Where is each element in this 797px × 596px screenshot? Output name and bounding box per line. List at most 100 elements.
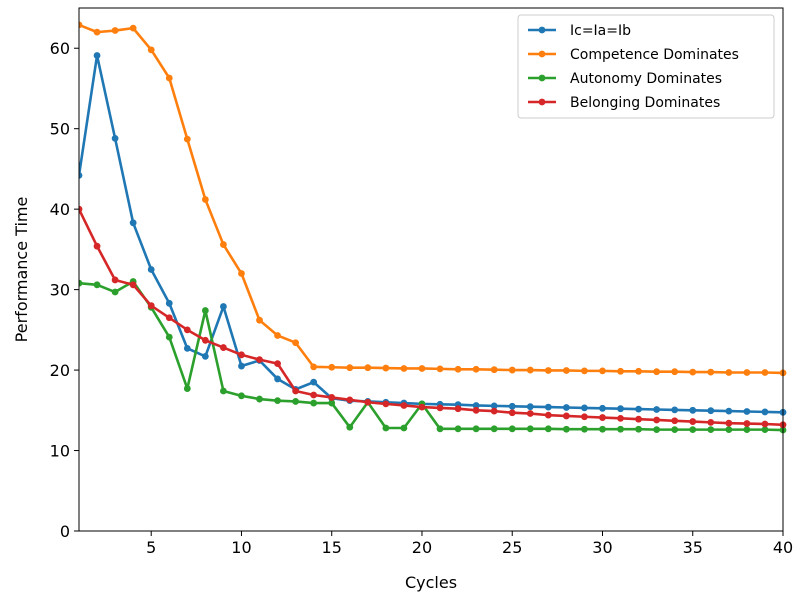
data-point xyxy=(274,332,281,339)
data-point xyxy=(310,363,318,371)
series-1 xyxy=(79,21,787,377)
data-point xyxy=(364,364,372,372)
data-point xyxy=(581,404,588,412)
data-point xyxy=(508,402,516,410)
data-point xyxy=(238,270,245,277)
data-point xyxy=(382,364,390,372)
x-axis: 5 10 15 20 25 30 35 40 xyxy=(146,531,793,557)
data-point xyxy=(292,387,300,395)
data-point xyxy=(526,366,534,374)
x-tick-label: 20 xyxy=(412,538,432,557)
plot-area-frame xyxy=(78,7,784,532)
data-point xyxy=(725,369,733,376)
legend-swatch-marker xyxy=(538,50,546,58)
data-point xyxy=(436,404,444,412)
data-point xyxy=(274,397,281,405)
data-point xyxy=(274,375,281,383)
y-axis-label: Performance Time xyxy=(12,197,31,343)
y-tick-label: 30 xyxy=(50,281,70,300)
data-point xyxy=(743,426,751,434)
data-point xyxy=(581,413,588,421)
data-point xyxy=(544,367,552,374)
data-point xyxy=(472,365,480,373)
data-point xyxy=(508,366,516,374)
legend-swatch-marker xyxy=(538,74,546,82)
x-tick-label: 40 xyxy=(773,538,793,557)
data-point xyxy=(183,344,191,352)
data-point xyxy=(310,391,318,399)
data-point xyxy=(346,423,354,431)
data-point xyxy=(490,402,498,410)
data-point xyxy=(79,205,83,213)
y-tick-label: 0 xyxy=(60,522,70,541)
data-point xyxy=(129,24,137,32)
y-tick-label: 50 xyxy=(50,120,70,139)
data-point xyxy=(201,307,209,314)
series-line xyxy=(79,208,784,427)
data-point xyxy=(93,28,101,36)
legend-item: Belonging Dominates xyxy=(528,95,720,111)
data-point xyxy=(743,408,751,415)
series-3 xyxy=(79,205,787,429)
legend-item: Ic=Ia=Ib xyxy=(528,23,631,39)
x-tick-label: 15 xyxy=(322,538,342,557)
data-point xyxy=(238,362,245,370)
data-point xyxy=(707,368,715,376)
data-point xyxy=(436,425,444,433)
data-point xyxy=(526,410,534,417)
data-point xyxy=(346,396,354,404)
data-point xyxy=(129,281,137,289)
data-point xyxy=(761,408,769,416)
data-point xyxy=(147,302,155,310)
x-tick-label: 10 xyxy=(231,538,251,557)
data-point xyxy=(256,316,263,324)
data-point xyxy=(220,303,227,310)
data-point xyxy=(671,368,679,376)
data-point xyxy=(183,326,191,334)
data-point xyxy=(165,333,173,341)
data-point xyxy=(526,403,534,411)
data-point xyxy=(79,21,83,29)
data-point xyxy=(725,419,733,427)
data-point xyxy=(689,426,697,434)
y-axis: 0 10 20 30 40 50 60 xyxy=(50,39,79,541)
data-point xyxy=(508,425,516,433)
series-line xyxy=(79,280,784,432)
legend-item: Autonomy Dominates xyxy=(528,71,722,87)
data-point xyxy=(165,299,173,307)
data-point xyxy=(617,425,624,433)
data-point xyxy=(147,266,155,273)
data-point xyxy=(653,416,661,424)
data-point xyxy=(689,418,697,425)
series-line xyxy=(79,23,784,375)
data-point xyxy=(635,405,642,413)
data-point xyxy=(220,344,227,351)
y-tick-label: 10 xyxy=(50,442,70,461)
data-point xyxy=(743,420,751,427)
data-point xyxy=(617,367,624,375)
data-point xyxy=(79,279,83,287)
data-point xyxy=(472,406,480,414)
data-point xyxy=(418,365,426,372)
legend-swatch-marker xyxy=(538,98,546,106)
legend-swatch-marker xyxy=(538,26,546,34)
data-point xyxy=(472,402,480,409)
data-point xyxy=(454,405,462,413)
data-point xyxy=(79,171,83,179)
data-point xyxy=(689,368,697,376)
data-point xyxy=(183,135,191,143)
data-point xyxy=(707,418,715,426)
data-point xyxy=(617,405,624,413)
data-point xyxy=(472,425,480,433)
y-tick-label: 60 xyxy=(50,39,70,58)
data-point xyxy=(93,52,101,59)
data-point xyxy=(653,406,661,413)
data-point xyxy=(599,367,606,375)
data-point xyxy=(346,364,354,372)
legend-label: Ic=Ia=Ib xyxy=(570,23,631,39)
x-tick-label: 5 xyxy=(146,538,156,557)
data-point xyxy=(454,365,462,373)
legend-label: Competence Dominates xyxy=(570,47,739,63)
data-point xyxy=(671,426,679,434)
